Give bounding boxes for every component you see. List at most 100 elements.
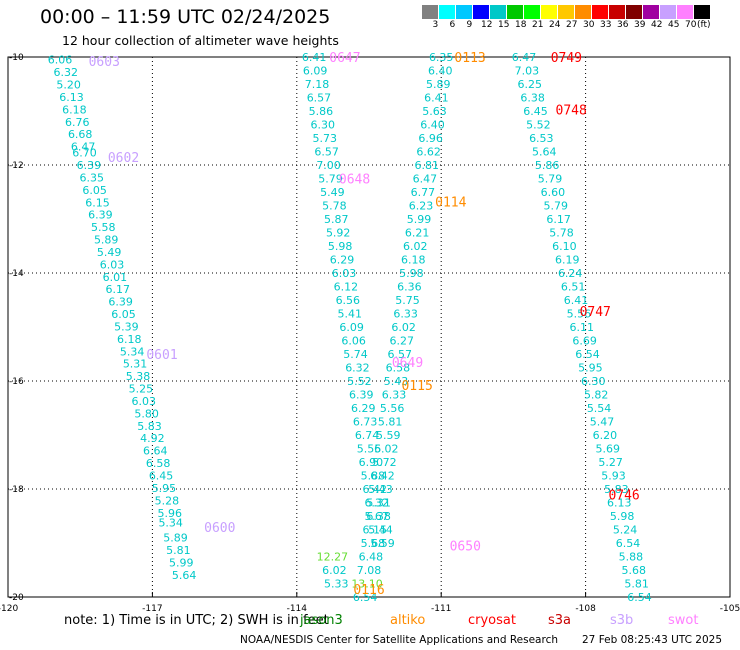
wave-height-value: 5.56 (380, 402, 405, 415)
wave-height-value: 6.32 (54, 66, 79, 79)
legend-item-s3b: s3b (610, 613, 634, 628)
pass-time-label: 0747 (580, 305, 611, 320)
wave-height-value: 6.21 (405, 227, 430, 240)
wave-height-value: 6.06 (341, 335, 366, 348)
pass-time-label: 0116 (353, 583, 384, 598)
wave-height-value: 6.76 (65, 116, 90, 129)
wave-height-value: 5.87 (324, 213, 349, 226)
wave-height-value: 6.33 (393, 308, 418, 321)
colorbar-swatch (524, 5, 541, 19)
wave-height-value: 5.44 (368, 524, 393, 537)
x-tick-label: -111 (431, 604, 451, 614)
y-tick-label: -16 (9, 377, 24, 387)
wave-height-value: 6.18 (62, 103, 87, 116)
pass-time-label: 0649 (392, 356, 423, 371)
wave-height-value: 6.45 (523, 105, 548, 118)
wave-height-value: 5.69 (595, 443, 620, 456)
colorbar-label: 6 (449, 20, 456, 30)
wave-height-value: 4.92 (140, 432, 165, 445)
x-tick-label: -108 (575, 604, 596, 614)
wave-height-value: 6.47 (512, 51, 537, 64)
y-tick-label: -18 (9, 485, 24, 495)
wave-height-value: 6.18 (401, 254, 426, 267)
colorbar: 3 6 9 12 15 18 21 24 27 30 33 36 39 42 45 70 (ft) (422, 5, 711, 33)
wave-height-value: 5.38 (126, 370, 151, 383)
wave-height-value: 6.41 (302, 51, 327, 64)
wave-height-value: 6.57 (314, 146, 339, 159)
wave-height-value: 5.78 (322, 200, 347, 213)
wave-height-value: 6.38 (520, 92, 545, 105)
wave-height-value: 5.86 (309, 105, 334, 118)
wave-height-value: 6.32 (364, 497, 389, 510)
wave-height-value: 6.64 (143, 445, 168, 458)
chart-subtitle: 12 hour collection of altimeter wave hei… (62, 33, 339, 48)
wave-height-value: 6.25 (518, 78, 543, 91)
wave-height-value: 6.53 (529, 132, 554, 145)
colorbar-swatch (541, 5, 558, 19)
wave-height-value: 6.30 (581, 375, 606, 388)
wave-height-value: 5.81 (378, 416, 403, 429)
wave-height-value: 6.02 (374, 443, 399, 456)
colorbar-label: 18 (515, 20, 527, 30)
plot-frame (7, 56, 731, 598)
wave-height-value: 6.48 (359, 551, 384, 564)
footer-timestamp: 27 Feb 08:25:43 UTC 2025 (582, 634, 722, 646)
wave-height-value: 6.39 (77, 159, 102, 172)
wave-height-value: 5.79 (544, 200, 569, 213)
wave-height-value: 6.29 (330, 254, 355, 267)
wave-height-value: 5.56 (567, 308, 592, 321)
wave-height-value: 5.99 (169, 556, 194, 569)
wave-height-value: 5.81 (624, 578, 649, 591)
colorbar-swatch (677, 5, 694, 19)
colorbar-label: 15 (498, 20, 510, 30)
wave-height-value: 6.73 (353, 416, 378, 429)
legend-item-swot: swot (668, 613, 699, 628)
colorbar-swatch (456, 5, 473, 19)
pass-time-label: 0600 (204, 521, 235, 536)
wave-height-value: 6.47 (71, 141, 96, 154)
wave-height-value: 5.58 (91, 221, 116, 234)
pass-time-label: 0113 (454, 51, 485, 66)
pass-time-label: 0650 (450, 540, 481, 555)
pass-time-label: 0114 (435, 196, 466, 211)
wave-height-value: 6.81 (415, 159, 440, 172)
wave-height-value: 5.43 (368, 483, 393, 496)
wave-height-value: 6.60 (541, 186, 566, 199)
colorbar-label: 42 (651, 20, 663, 30)
wave-height-value: 6.45 (149, 470, 174, 483)
wave-height-value: 6.40 (428, 65, 453, 78)
wave-height-value: 5.20 (56, 79, 81, 92)
colorbar-swatch (558, 5, 575, 19)
wave-height-value: 5.98 (610, 510, 635, 523)
wave-height-value: 5.49 (320, 186, 345, 199)
wave-height-value: 5.98 (399, 267, 424, 280)
x-tick-label: -117 (142, 604, 162, 614)
wave-height-value: 5.59 (376, 429, 401, 442)
wave-height-value: 6.11 (569, 321, 594, 334)
wave-height-value: 5.34 (158, 516, 183, 529)
wave-height-value: 6.29 (351, 402, 376, 415)
wave-height-value: 6.70 (72, 147, 97, 160)
wave-height-value: 5.81 (166, 544, 191, 557)
pass-time-label: 0648 (339, 173, 370, 188)
colorbar-label: 24 (549, 20, 561, 30)
colorbar-swatch (609, 5, 626, 19)
wave-height-value: 6.40 (420, 119, 445, 132)
wave-height-value: 6.54 (353, 591, 378, 604)
wave-height-value: 6.17 (105, 283, 130, 296)
x-tick-label: -105 (720, 604, 740, 614)
colorbar-label: 36 (617, 20, 629, 30)
wave-height-value: 5.93 (601, 470, 626, 483)
wave-height-value: 5.33 (324, 578, 349, 591)
wave-height-value: 5.92 (326, 227, 351, 240)
wave-height-value: 6.05 (82, 184, 107, 197)
wave-height-value: 6.10 (552, 240, 577, 253)
pass-time-label: 0749 (551, 51, 582, 66)
pass-time-label: 0602 (108, 151, 139, 166)
wave-height-value: 6.74 (355, 429, 380, 442)
wave-height-value: 5.64 (532, 146, 557, 159)
wave-height-value: 6.56 (336, 294, 361, 307)
wave-height-value: 5.55 (357, 443, 382, 456)
y-tick-label: -12 (9, 161, 24, 171)
